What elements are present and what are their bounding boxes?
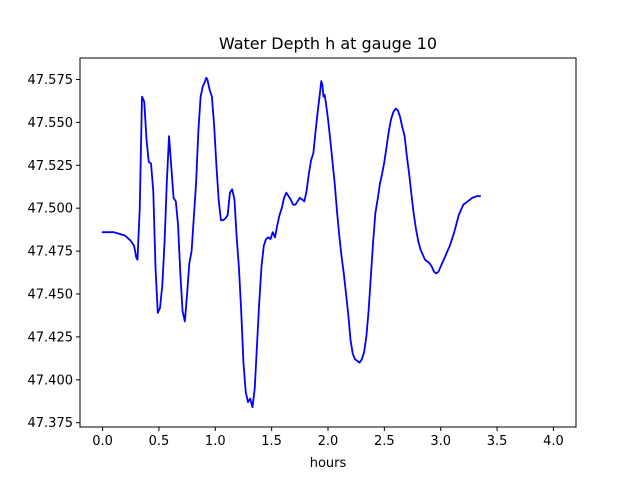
chart-title: Water Depth h at gauge 10	[219, 34, 437, 53]
x-tick-label: 4.0	[543, 434, 564, 449]
y-tick-label: 47.450	[28, 287, 74, 302]
x-tick-label: 0.5	[149, 434, 170, 449]
series-line-0	[101, 76, 482, 409]
y-tick-label: 47.375	[28, 416, 74, 431]
x-tick-label: 2.0	[318, 434, 339, 449]
x-tick-label: 1.0	[205, 434, 226, 449]
plot-area	[101, 76, 482, 409]
y-tick-label: 47.400	[28, 373, 74, 388]
x-tick-label: 1.5	[261, 434, 282, 449]
x-axis-label: hours	[310, 456, 347, 471]
x-axis: 0.0 0.5 1.0 1.5 2.0 2.5 3.0 3.5 4.0	[92, 427, 564, 449]
y-tick-label: 47.425	[28, 330, 74, 345]
x-tick-label: 3.5	[487, 434, 508, 449]
y-tick-label: 47.475	[28, 245, 74, 260]
x-tick-label: 2.5	[374, 434, 395, 449]
y-tick-label: 47.500	[28, 202, 74, 217]
y-tick-label: 47.575	[28, 73, 74, 88]
y-tick-label: 47.525	[28, 159, 74, 174]
x-tick-label: 0.0	[92, 434, 113, 449]
y-tick-label: 47.550	[28, 116, 74, 131]
y-axis: 47.375 47.400 47.425 47.450 47.475 47.500 47.5…	[28, 73, 80, 431]
axes-frame	[79, 57, 577, 428]
x-tick-label: 3.0	[430, 434, 451, 449]
